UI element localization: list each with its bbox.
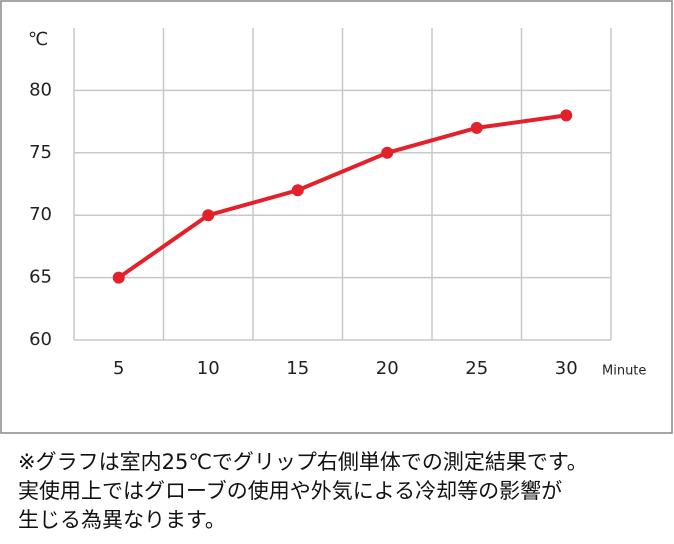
chart-frame — [0, 0, 673, 434]
point — [202, 209, 215, 222]
note-line: 生じる為異なります。 — [18, 508, 226, 532]
y-tick-label: 75 — [29, 142, 52, 163]
y-tick-label: 80 — [29, 79, 52, 100]
point — [470, 121, 483, 134]
x-tick-label: 30 — [555, 358, 578, 379]
note: ※グラフは室内25℃でグリップ右側単体での測定結果です。 実使用上ではグローブの… — [18, 448, 668, 535]
point — [112, 271, 125, 284]
x-tick-label: 25 — [465, 358, 488, 379]
y-unit-label: ℃ — [28, 29, 48, 50]
x-tick-label: 15 — [286, 358, 309, 379]
y-tick-label: 70 — [29, 204, 52, 225]
line — [117, 113, 567, 280]
x-axis-label: Minute — [602, 364, 646, 379]
chart: ℃ Minute 60 65 70 75 80 5 10 15 20 25 30 — [0, 0, 673, 434]
note-line: 実使用上ではグローブの使用や外気による冷却等の影響が — [18, 479, 563, 503]
x-tick-label: 10 — [197, 358, 220, 379]
point — [291, 184, 304, 197]
y-tick-label: 65 — [29, 267, 52, 288]
point — [560, 109, 573, 122]
point — [381, 146, 394, 159]
note-line: ※グラフは室内25℃でグリップ右側単体での測定結果です。 — [18, 450, 588, 474]
x-tick-label: 5 — [113, 358, 124, 379]
y-tick-label: 60 — [29, 329, 52, 350]
x-tick-label: 20 — [376, 358, 399, 379]
